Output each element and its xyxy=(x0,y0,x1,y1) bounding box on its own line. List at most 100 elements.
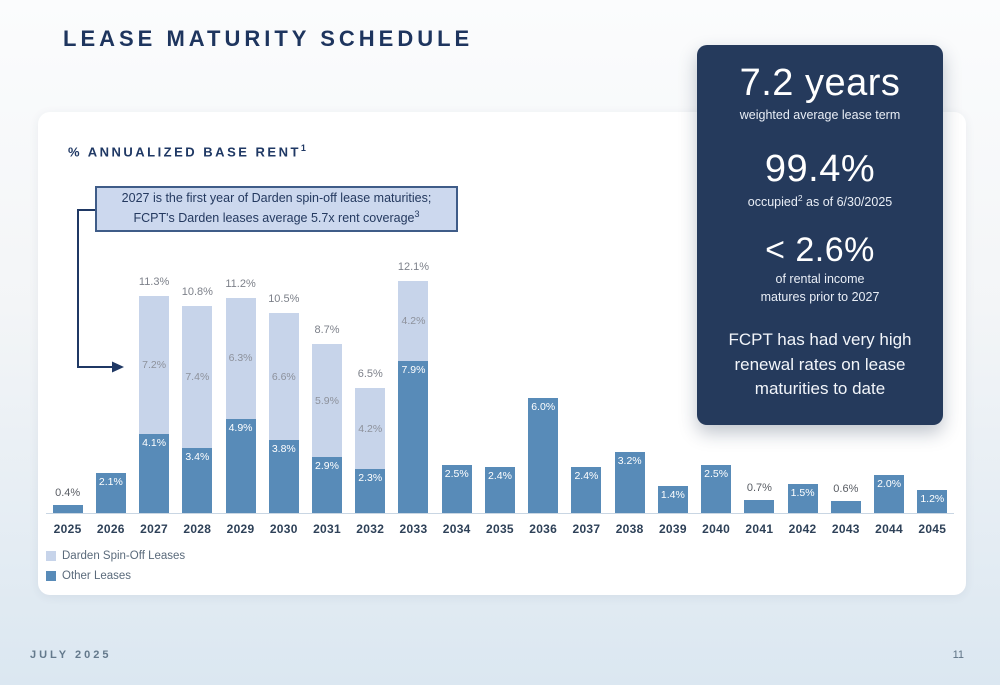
bar-column: 2.0% xyxy=(867,243,910,513)
bar-value-label: 0.6% xyxy=(833,483,859,496)
bar-column: 0.6% xyxy=(824,243,867,513)
year-label: 2027 xyxy=(140,522,169,536)
stat-rental-income-value: < 2.6% xyxy=(765,230,875,269)
darden-segment-label: 6.3% xyxy=(228,352,253,365)
year-label: 2043 xyxy=(831,522,860,536)
bar-segment-darden: 4.2% xyxy=(398,280,429,362)
bar-column: 2.1% xyxy=(89,243,132,513)
other-segment-label: 4.9% xyxy=(228,421,253,434)
chart-subtitle-footnote: 1 xyxy=(300,143,306,153)
bar-segment-darden: 6.3% xyxy=(225,297,256,419)
stacked-bar: 2.1% xyxy=(95,472,126,513)
bar-segment-other: 2.0% xyxy=(874,474,905,513)
bar-segment-other: 2.1% xyxy=(95,472,126,513)
darden-segment-label: 5.9% xyxy=(315,394,339,407)
renewal-statement: FCPT has had very high renewal rates on … xyxy=(728,330,912,399)
stat-occupied-caption: occupied2 as of 6/30/2025 xyxy=(747,192,893,209)
bar-segment-other: 2.5% xyxy=(441,465,472,513)
occupied-footnote: 2 xyxy=(797,192,803,203)
stacked-bar: 1.2% xyxy=(917,489,948,513)
other-segment-label: 4.1% xyxy=(142,437,167,450)
bar-column: 1.2% xyxy=(911,243,954,513)
darden-callout-box: 2027 is the first year of Darden spin-of… xyxy=(95,186,458,232)
other-segment-label: 1.2% xyxy=(920,492,945,505)
bar-column: 8.7% 5.9% 2.9% xyxy=(305,243,348,513)
other-segment-label: 1.4% xyxy=(660,489,685,502)
bar-column: 0.7% xyxy=(738,243,781,513)
other-segment-label: 2.5% xyxy=(704,468,729,480)
bar-segment-other: 3.2% xyxy=(614,451,645,513)
footer-date: JULY 2025 xyxy=(30,649,112,661)
bar-column: 11.3% 7.2% 4.1% xyxy=(132,243,175,513)
stat-rental-income-caption: of rental income matures prior to 2027 xyxy=(760,271,880,304)
bar-total-label: 11.2% xyxy=(225,277,256,290)
year-label: 2026 xyxy=(96,522,125,536)
bar-total-label: 10.5% xyxy=(268,293,300,306)
bar-column: 10.5% 6.6% 3.8% xyxy=(262,243,305,513)
bar-column: 11.2% 6.3% 4.9% xyxy=(219,243,262,513)
darden-segment-label: 7.4% xyxy=(185,370,210,383)
other-segment-label: 2.4% xyxy=(487,469,512,482)
stacked-bar: 6.6% 3.8% xyxy=(268,313,299,513)
year-label: 2036 xyxy=(529,522,558,536)
bar-segment-darden: 4.2% xyxy=(355,388,386,469)
year-label: 2032 xyxy=(356,522,385,536)
callout-footnote: 3 xyxy=(414,209,420,220)
bar-column: 1.5% xyxy=(781,243,824,513)
other-segment-label: 3.4% xyxy=(185,450,210,463)
legend-item-other: Other Leases xyxy=(46,570,185,582)
stacked-bar: 1.4% xyxy=(657,486,688,513)
bar-value-label: 0.4% xyxy=(55,487,81,500)
stats-panel: 7.2 years weighted average lease term 99… xyxy=(697,45,943,425)
year-label: 2025 xyxy=(53,522,82,536)
stacked-bar: 2.4% xyxy=(571,466,602,513)
darden-segment-label: 4.2% xyxy=(401,315,426,328)
year-label: 2031 xyxy=(313,522,341,536)
bar-column: 1.4% xyxy=(651,243,694,513)
stacked-bar: 2.5% xyxy=(701,465,732,513)
bar-segment-other: 2.4% xyxy=(571,466,602,513)
bar-value-label: 0.7% xyxy=(746,481,772,494)
legend-label-other: Other Leases xyxy=(62,570,132,582)
bar-segment-other: 1.2% xyxy=(917,489,948,513)
year-label: 2038 xyxy=(615,522,644,536)
bar-segment-darden: 7.4% xyxy=(182,305,213,448)
stat-lease-term-caption: weighted average lease term xyxy=(739,107,901,122)
stacked-bar: 3.2% xyxy=(614,451,645,513)
bar-segment-darden: 5.9% xyxy=(312,344,343,458)
year-label: 2028 xyxy=(183,522,212,536)
other-segment-label: 7.9% xyxy=(401,364,426,377)
year-label: 2045 xyxy=(918,522,947,536)
bar-column: 2.5% xyxy=(695,243,738,513)
year-label: 2034 xyxy=(442,522,471,536)
bar-total-label: 8.7% xyxy=(314,324,340,337)
year-label: 2039 xyxy=(658,522,687,536)
bar-column: 6.0% xyxy=(522,243,565,513)
callout-line-1: 2027 is the first year of Darden spin-of… xyxy=(121,191,432,206)
bars-row: 0.4% 2.1% 11.3% 7.2% 4.1% 10.8% 7.4% 3.4% 11.2% 6… xyxy=(46,243,954,514)
bar-column: 6.5% 4.2% 2.3% xyxy=(349,243,392,513)
bar-segment-other: 7.9% xyxy=(398,361,429,513)
stacked-bar: 4.2% 2.3% xyxy=(355,388,386,513)
years-row: 2025 2026 2027 2028 2029 2030 2031 2032 2033 2034… xyxy=(46,514,954,536)
stacked-bar: 2.4% xyxy=(484,466,515,513)
year-label: 2029 xyxy=(226,522,255,536)
other-segment-label: 3.2% xyxy=(617,454,642,467)
bar-chart: 0.4% 2.1% 11.3% 7.2% 4.1% 10.8% 7.4% 3.4% 11.2% 6… xyxy=(46,243,954,536)
stacked-bar xyxy=(744,499,775,513)
chart-legend: Darden Spin-Off Leases Other Leases xyxy=(46,550,185,582)
year-label: 2044 xyxy=(875,522,904,536)
stacked-bar: 6.0% xyxy=(528,397,559,513)
bar-segment-other xyxy=(744,499,775,513)
other-segment-label: 1.5% xyxy=(790,487,815,500)
bar-segment-other: 1.5% xyxy=(787,484,818,513)
year-label: 2033 xyxy=(399,522,428,536)
stacked-bar xyxy=(52,505,83,513)
stat-occupied-value: 99.4% xyxy=(764,147,876,190)
bar-column: 2.5% xyxy=(435,243,478,513)
bar-segment-other: 6.0% xyxy=(528,397,559,513)
stacked-bar: 4.2% 7.9% xyxy=(398,280,429,513)
other-segment-label: 2.5% xyxy=(444,468,469,480)
darden-segment-label: 4.2% xyxy=(358,422,383,435)
